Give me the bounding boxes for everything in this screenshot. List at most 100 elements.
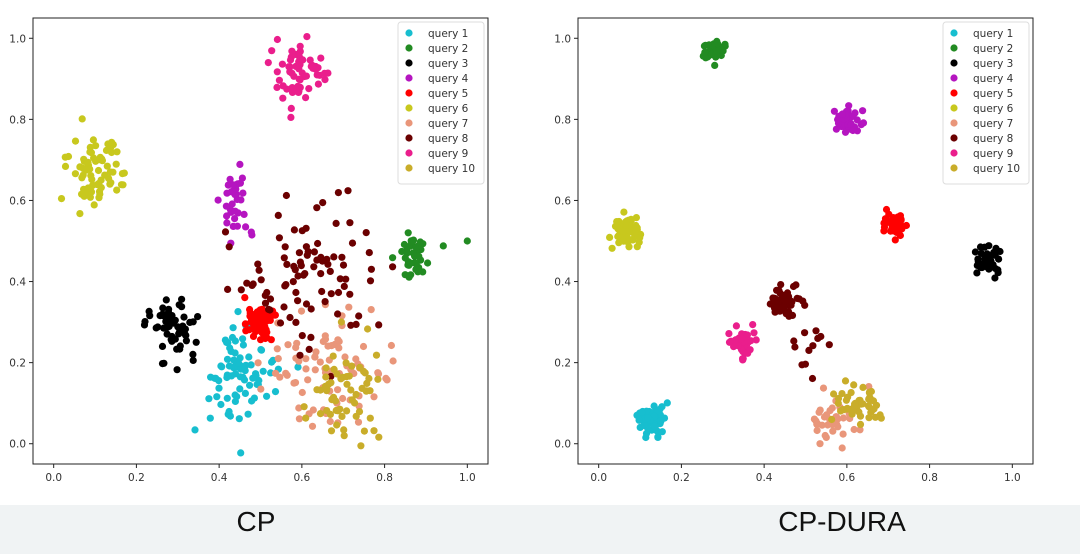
data-point: [343, 380, 351, 388]
data-point: [228, 200, 236, 208]
data-point: [244, 410, 252, 418]
data-point: [812, 417, 820, 425]
data-point: [105, 174, 113, 182]
data-point: [178, 303, 186, 311]
data-point: [337, 318, 345, 326]
data-point: [991, 264, 999, 273]
data-point: [338, 253, 346, 261]
data-point: [305, 85, 313, 93]
data-point: [294, 272, 302, 280]
data-point: [221, 228, 230, 236]
data-point: [226, 344, 234, 352]
data-point: [389, 254, 397, 262]
data-points: [606, 37, 1004, 452]
data-point: [282, 369, 290, 377]
data-point: [354, 418, 363, 426]
data-point: [775, 286, 783, 294]
data-point: [141, 318, 149, 326]
data-point: [318, 287, 326, 296]
data-point: [738, 334, 746, 343]
data-point: [372, 351, 381, 359]
data-point: [896, 217, 904, 225]
data-point: [288, 88, 297, 96]
data-point: [307, 305, 315, 313]
data-point: [828, 404, 836, 412]
x-tick-label: 0.8: [921, 472, 938, 484]
data-point: [366, 277, 375, 285]
data-point: [223, 355, 232, 363]
data-point: [370, 427, 378, 435]
data-point: [856, 420, 865, 428]
data-point: [411, 252, 419, 260]
data-point: [342, 275, 350, 283]
data-point: [145, 307, 153, 315]
data-point: [290, 262, 298, 270]
data-point: [407, 259, 415, 267]
data-point: [889, 224, 897, 232]
x-tick-label: 0.0: [590, 472, 607, 484]
data-point: [92, 142, 100, 150]
data-point: [334, 310, 342, 318]
data-point: [302, 94, 310, 102]
data-point: [97, 176, 105, 184]
data-point: [324, 260, 332, 268]
data-point: [320, 69, 329, 77]
data-point: [606, 233, 614, 241]
data-point: [401, 254, 409, 262]
legend-label: query 1: [428, 28, 468, 40]
data-point: [259, 367, 267, 375]
data-point: [984, 263, 992, 271]
series-query-2: [389, 229, 471, 281]
data-point: [971, 248, 979, 256]
legend-marker: [405, 149, 413, 157]
data-point: [625, 243, 633, 251]
legend-label: query 7: [428, 118, 468, 130]
data-point: [302, 72, 310, 80]
data-point: [336, 275, 344, 283]
data-point: [801, 329, 809, 337]
legend-marker: [950, 29, 958, 37]
y-tick-label: 0.4: [554, 277, 571, 289]
legend-marker: [405, 119, 413, 127]
data-point: [253, 310, 261, 318]
data-point: [339, 261, 348, 269]
y-tick-label: 1.0: [554, 33, 571, 45]
data-point: [223, 189, 231, 197]
data-point: [995, 255, 1003, 263]
data-point: [375, 321, 383, 329]
data-point: [224, 181, 232, 189]
data-point: [345, 303, 353, 311]
data-point: [658, 428, 666, 436]
data-point: [87, 149, 95, 157]
data-point: [344, 187, 352, 195]
y-tick-label: 0.0: [9, 439, 26, 451]
data-point: [231, 215, 239, 223]
data-point: [348, 239, 357, 247]
data-point: [302, 365, 310, 373]
legend-box: [942, 21, 1030, 185]
data-point: [292, 318, 300, 326]
legend-label: query 5: [428, 88, 468, 100]
legend-marker: [405, 134, 413, 142]
data-point: [294, 363, 302, 371]
data-point: [859, 383, 867, 391]
data-point: [781, 297, 790, 305]
data-point: [225, 407, 233, 416]
data-point: [819, 384, 828, 392]
y-tick-label: 0.6: [9, 195, 26, 207]
legend-label: query 2: [428, 43, 468, 55]
data-point: [340, 426, 348, 434]
data-point: [627, 215, 635, 223]
data-point: [321, 332, 329, 340]
data-point: [334, 288, 343, 297]
data-point: [267, 336, 275, 344]
data-point: [880, 227, 888, 235]
data-point: [233, 393, 241, 401]
data-point: [271, 388, 280, 396]
data-point: [409, 237, 417, 245]
data-point: [650, 402, 658, 410]
data-point: [294, 82, 302, 90]
data-point: [877, 414, 885, 422]
data-point: [80, 192, 88, 200]
data-point: [983, 252, 992, 260]
